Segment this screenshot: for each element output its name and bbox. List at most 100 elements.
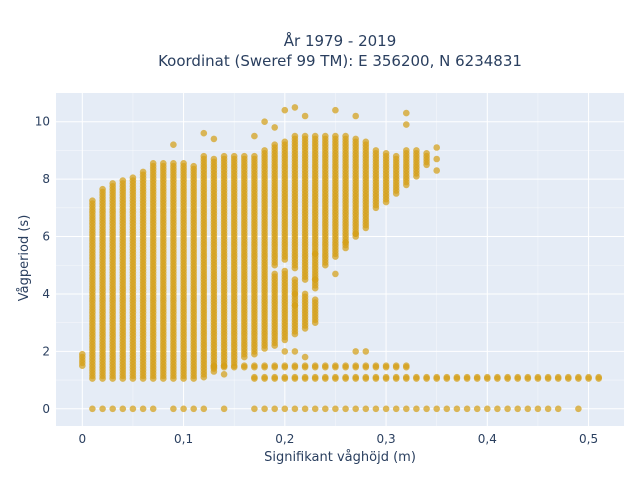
- data-point: [433, 375, 441, 382]
- data-point: [170, 141, 177, 148]
- data-point: [372, 363, 380, 371]
- data-point: [281, 375, 289, 382]
- data-point: [241, 363, 248, 371]
- data-point: [210, 363, 218, 371]
- data-point: [382, 375, 390, 382]
- data-point: [352, 375, 360, 382]
- data-point: [372, 147, 380, 154]
- data-point: [200, 152, 208, 160]
- y-tick-labels: 0 2 4 6 8 10: [35, 115, 50, 416]
- data-point: [291, 290, 299, 298]
- data-point: [89, 405, 96, 413]
- data-point: [413, 405, 420, 413]
- data-point: [291, 276, 299, 283]
- x-axis-title: Signifikant våghöjd (m): [264, 450, 416, 465]
- y-axis-title: Vågperiod (s): [17, 215, 32, 302]
- data-point: [301, 353, 309, 361]
- data-point: [301, 375, 309, 382]
- data-point: [494, 375, 501, 382]
- data-point: [382, 405, 390, 413]
- x-tick-label: 0,5: [579, 432, 598, 446]
- data-point: [423, 150, 430, 157]
- data-point: [352, 135, 360, 143]
- data-point: [89, 197, 96, 204]
- data-point: [332, 270, 339, 278]
- data-point: [99, 405, 106, 413]
- data-point: [504, 375, 511, 382]
- data-point: [332, 106, 339, 114]
- data-point: [403, 363, 410, 371]
- data-point: [119, 177, 127, 184]
- data-point: [514, 375, 521, 382]
- data-point: [271, 270, 279, 278]
- data-point: [524, 405, 532, 413]
- data-point: [595, 375, 602, 382]
- data-point: [575, 375, 582, 382]
- data-point: [149, 405, 157, 413]
- data-point: [200, 405, 208, 413]
- data-point: [342, 405, 349, 413]
- y-tick-label: 8: [42, 172, 50, 186]
- data-point: [342, 239, 349, 246]
- data-point: [362, 348, 370, 355]
- data-point: [301, 405, 309, 413]
- data-point: [241, 152, 248, 160]
- data-point: [332, 132, 339, 140]
- data-point: [230, 363, 238, 371]
- data-point: [403, 121, 410, 128]
- data-point: [362, 363, 370, 371]
- data-point: [322, 405, 329, 413]
- data-point: [200, 373, 208, 381]
- data-point: [403, 147, 410, 154]
- data-point: [504, 405, 511, 413]
- x-tick-label: 0,4: [478, 432, 497, 446]
- data-point: [443, 405, 451, 413]
- data-point: [403, 109, 410, 117]
- data-point: [251, 152, 258, 160]
- data-point: [342, 363, 349, 371]
- data-point: [271, 124, 279, 131]
- data-point: [433, 405, 441, 413]
- data-point: [291, 302, 299, 309]
- y-tick-label: 4: [42, 287, 50, 301]
- data-point: [220, 405, 228, 413]
- data-point: [453, 405, 461, 413]
- data-point: [534, 405, 542, 413]
- data-point: [170, 405, 177, 413]
- data-point: [79, 350, 86, 358]
- data-point: [463, 375, 471, 382]
- data-point: [261, 375, 268, 382]
- data-point: [281, 405, 289, 413]
- data-point: [392, 363, 400, 371]
- data-point: [109, 405, 116, 413]
- data-point: [281, 267, 289, 275]
- data-point: [453, 375, 461, 382]
- data-point: [423, 375, 430, 382]
- data-point: [109, 180, 116, 187]
- data-point: [271, 363, 279, 371]
- data-point: [342, 375, 349, 382]
- chart-title: År 1979 - 2019: [284, 31, 397, 50]
- data-point: [352, 112, 360, 120]
- data-point: [473, 405, 481, 413]
- x-tick-label: 0,3: [377, 432, 396, 446]
- y-tick-label: 10: [35, 115, 50, 129]
- data-point: [220, 363, 228, 371]
- data-point: [433, 167, 441, 174]
- data-point: [392, 152, 400, 160]
- data-point: [311, 363, 319, 371]
- data-point: [322, 375, 329, 382]
- data-point: [210, 135, 218, 143]
- data-point: [311, 276, 319, 283]
- data-point: [281, 138, 289, 146]
- data-point: [585, 375, 592, 382]
- data-point: [119, 405, 127, 413]
- data-point: [382, 363, 390, 371]
- data-point: [514, 405, 521, 413]
- data-point: [403, 405, 410, 413]
- data-point: [190, 405, 197, 413]
- data-point: [220, 152, 228, 160]
- x-tick-label: 0,2: [275, 432, 294, 446]
